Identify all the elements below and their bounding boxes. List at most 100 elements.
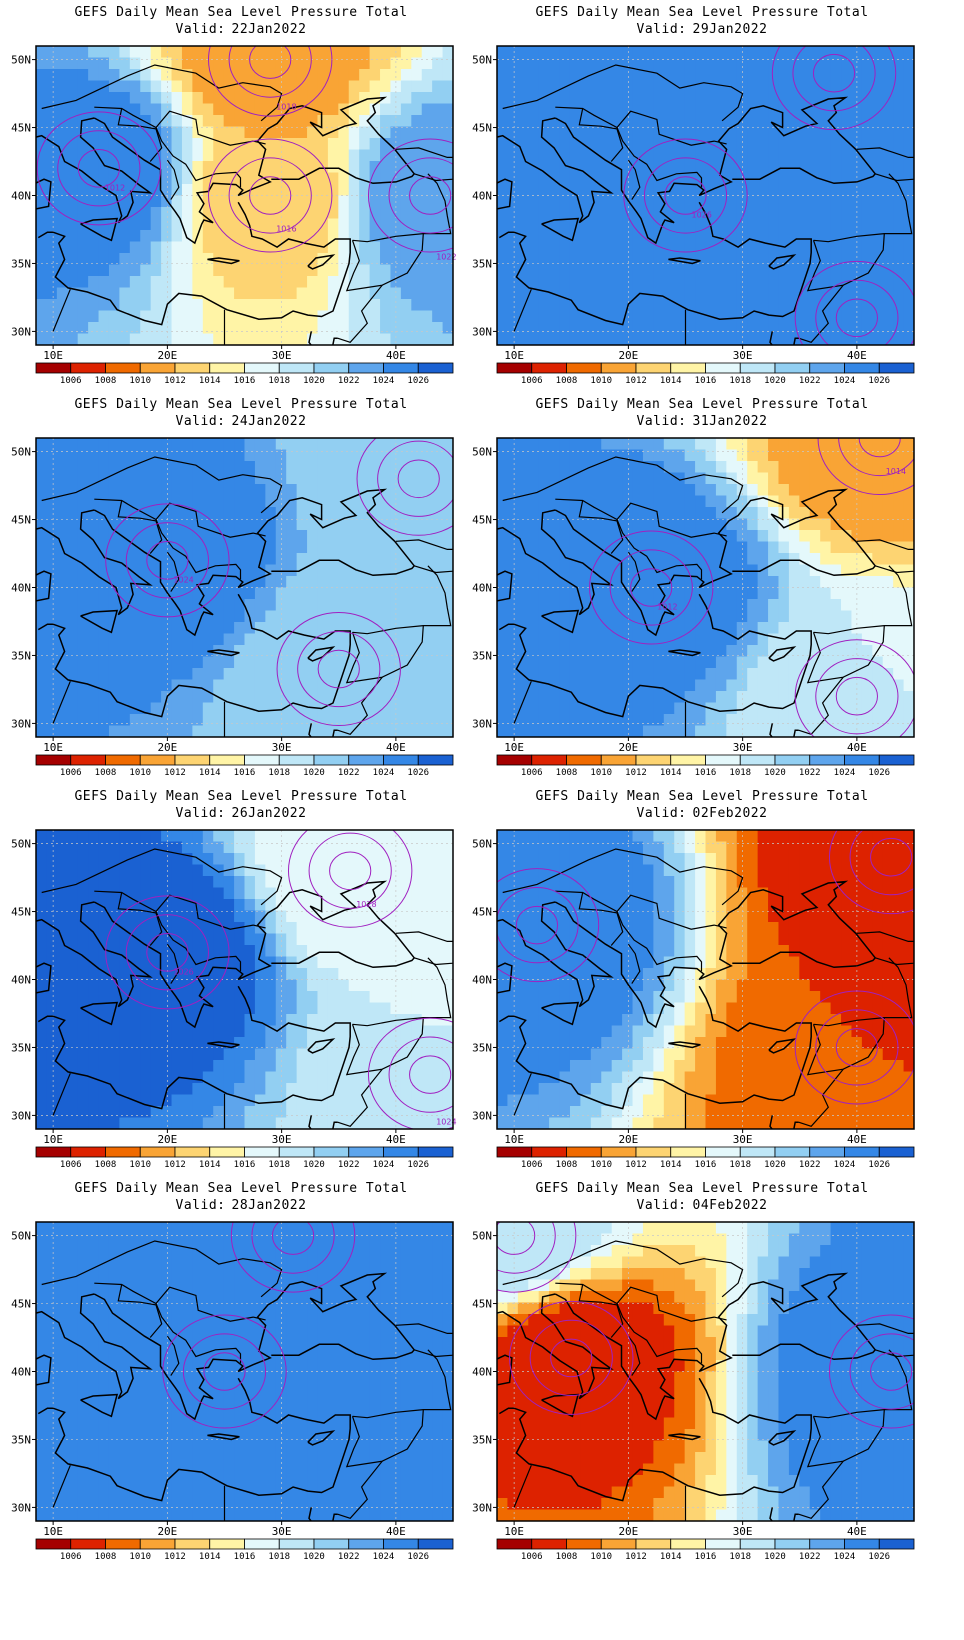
pressure-cell — [380, 218, 392, 231]
pressure-cell — [150, 149, 162, 162]
pressure-cell — [338, 461, 350, 474]
pressure-cell — [421, 276, 433, 289]
pressure-cell — [88, 610, 100, 623]
pressure-cell — [46, 253, 58, 266]
pressure-cell — [56, 1475, 68, 1488]
pressure-cell — [296, 195, 308, 208]
pressure-cell — [36, 1279, 48, 1292]
pressure-cell — [108, 1025, 121, 1038]
pressure-cell — [851, 103, 863, 116]
pressure-cell — [46, 438, 58, 451]
pressure-cell — [77, 207, 89, 220]
pressure-cell — [213, 1498, 225, 1511]
pressure-cell — [296, 149, 308, 162]
pressure-cell — [77, 161, 89, 174]
pressure-cell — [36, 553, 48, 566]
pressure-cell — [181, 484, 193, 497]
colorbar-label: 1012 — [164, 768, 186, 778]
pressure-cell — [88, 195, 100, 208]
pressure-cell — [67, 1440, 79, 1453]
pressure-cell — [307, 241, 319, 254]
panel-title: GEFS Daily Mean Sea Level Pressure Total — [74, 5, 408, 20]
pressure-cell — [254, 310, 266, 323]
pressure-cell — [390, 1498, 402, 1511]
pressure-cell — [400, 1256, 412, 1269]
pressure-cell — [296, 1268, 308, 1281]
pressure-cell — [307, 1337, 319, 1350]
pressure-cell — [36, 1117, 48, 1129]
pressure-cell — [307, 1463, 319, 1476]
pressure-cell — [411, 484, 423, 497]
pressure-cell — [119, 645, 131, 658]
pressure-cell — [411, 218, 423, 231]
pressure-cell — [338, 1463, 350, 1476]
pressure-cell — [108, 1233, 121, 1246]
pressure-cell — [213, 1117, 225, 1129]
pressure-cell — [77, 92, 89, 105]
pressure-cell — [98, 518, 110, 531]
pressure-cell — [192, 1383, 204, 1396]
pressure-cell — [254, 1083, 266, 1096]
pressure-cell — [202, 218, 214, 231]
pressure-cell — [432, 876, 444, 889]
pressure-cell — [77, 218, 89, 231]
pressure-cell — [327, 933, 339, 946]
pressure-cell — [56, 714, 68, 727]
colorbar-swatch — [35, 1538, 72, 1550]
pressure-cell — [171, 1025, 183, 1038]
pressure-cell — [181, 1498, 193, 1511]
pressure-cell — [150, 1429, 162, 1442]
pressure-cell — [202, 979, 214, 992]
pressure-cell — [254, 610, 266, 623]
pressure-cell — [327, 841, 339, 854]
pressure-cell — [380, 633, 392, 646]
pressure-cell — [213, 126, 225, 139]
pressure-cell — [400, 1291, 412, 1304]
pressure-cell — [569, 161, 582, 174]
y-tick-label: 50N — [11, 54, 31, 67]
pressure-cell — [411, 876, 423, 889]
pressure-cell — [140, 853, 152, 866]
pressure-cell — [296, 69, 308, 82]
pressure-cell — [77, 725, 89, 737]
pressure-cell — [421, 230, 433, 243]
pressure-cell — [46, 1509, 58, 1521]
pressure-cell — [400, 553, 412, 566]
pressure-cell — [307, 92, 319, 105]
pressure-cell — [77, 1383, 89, 1396]
pressure-cell — [642, 92, 654, 105]
pressure-cell — [140, 1302, 152, 1315]
pressure-cell — [726, 149, 738, 162]
pressure-cell — [213, 991, 225, 1004]
pressure-cell — [161, 46, 173, 59]
pressure-cell — [77, 1429, 89, 1442]
pressure-cell — [317, 679, 329, 692]
pressure-cell — [46, 1337, 58, 1350]
pressure-cell — [161, 564, 173, 577]
pressure-cell — [129, 1417, 141, 1430]
pressure-cell — [46, 80, 58, 93]
country-border — [155, 1303, 242, 1364]
pressure-cell — [202, 1348, 214, 1361]
pressure-cell — [327, 126, 339, 139]
pressure-cell — [181, 1463, 193, 1476]
pressure-cell — [265, 149, 277, 162]
pressure-cell — [56, 991, 68, 1004]
pressure-cell — [778, 172, 790, 185]
pressure-cell — [202, 853, 214, 866]
pressure-cell — [150, 610, 162, 623]
pressure-cell — [421, 679, 433, 692]
pressure-cell — [400, 1060, 412, 1073]
pressure-cell — [390, 1325, 402, 1338]
pressure-cell — [380, 1325, 392, 1338]
pressure-cell — [67, 276, 79, 289]
colorbar-label: 1006 — [60, 1160, 82, 1170]
pressure-cell — [213, 1222, 225, 1235]
pressure-cell — [171, 1486, 183, 1499]
pressure-cell — [129, 518, 141, 531]
pressure-cell — [150, 1014, 162, 1027]
pressure-cell — [119, 1314, 131, 1327]
pressure-cell — [400, 80, 412, 93]
pressure-cell — [307, 1498, 319, 1511]
pressure-cell — [432, 1302, 444, 1315]
